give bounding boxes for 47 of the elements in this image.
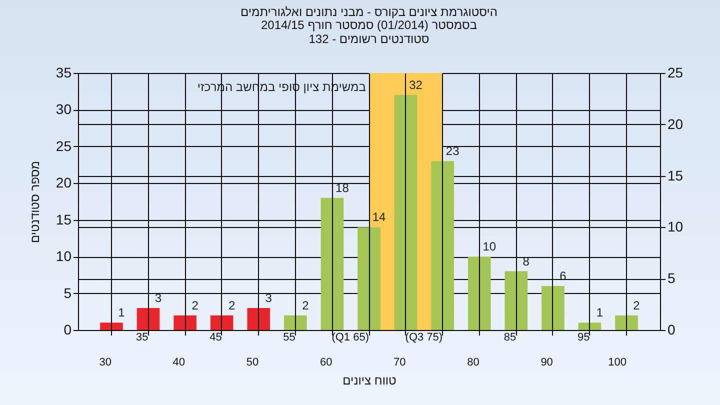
x-tick-label: (Q1 65) (332, 332, 369, 344)
x-tick-label: 100 (608, 356, 627, 368)
x-tick-label: 80 (467, 356, 480, 368)
chart-subtitle: בסמסטר (01/2014) סמסטר חורף 2014/15 סטודנטים רשומים - 132 (260, 18, 478, 46)
data-label: 14 (372, 210, 386, 224)
data-label: 1 (118, 306, 126, 320)
data-label: 32 (409, 78, 423, 92)
y-axis-title: מספר סטודנטים (28, 160, 42, 244)
x-tick-label: 40 (172, 356, 186, 368)
x-tick-label: 95 (577, 332, 590, 344)
data-label: 2 (302, 298, 310, 312)
x-tick-label: 30 (99, 356, 112, 368)
y-tick-label: 10 (56, 248, 72, 264)
data-label: 3 (154, 290, 162, 305)
data-label: 3 (265, 290, 272, 305)
x-tick-label: (Q3 75) (405, 332, 443, 344)
chart-title: היסטוגרמת ציונים בקורס - מבני נתונים ואלגוריתמים (240, 5, 498, 19)
data-label: 18 (336, 180, 350, 195)
x-tick-label: 90 (540, 356, 553, 368)
data-label: 2 (633, 298, 640, 312)
data-label: 8 (522, 254, 530, 268)
y2-tick-label: 20 (668, 116, 684, 132)
y-tick-label: 20 (56, 174, 72, 191)
x-tick-label: 60 (320, 356, 332, 368)
y-tick-label: 30 (56, 101, 72, 118)
x-tick-label: 45 (210, 332, 222, 344)
y-tick-label: 35 (56, 64, 72, 80)
x-axis-title: טווח ציונים (342, 374, 397, 388)
data-label: 2 (228, 298, 236, 312)
x-tick-label: 55 (283, 332, 296, 344)
y-tick-label: 25 (56, 138, 72, 154)
data-label: 23 (446, 144, 460, 158)
y2-tick-label: 0 (668, 322, 676, 338)
y-tick-label: 15 (56, 211, 72, 228)
y2-tick-label: 15 (668, 167, 684, 184)
data-label: 1 (596, 306, 604, 320)
x-tick-label: 70 (394, 356, 406, 368)
y2-tick-label: 5 (668, 270, 676, 286)
y2-tick-label: 25 (668, 64, 684, 80)
y-tick-label: 0 (64, 322, 72, 338)
y2-tick-label: 10 (668, 218, 684, 235)
x-tick-label: 50 (246, 356, 259, 368)
data-label: 2 (192, 298, 199, 312)
x-tick-label: 85 (504, 332, 516, 344)
y-tick-label: 5 (64, 284, 72, 301)
data-label: 10 (482, 240, 496, 254)
x-tick-label: 35 (136, 332, 148, 344)
